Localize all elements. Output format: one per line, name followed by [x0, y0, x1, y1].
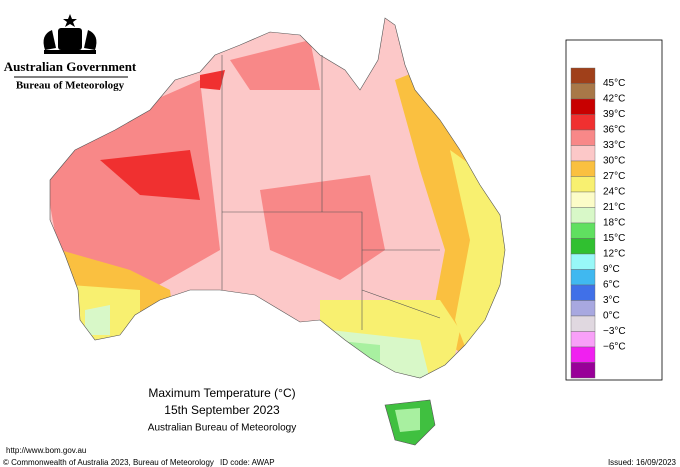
map-title: Maximum Temperature (°C) — [148, 386, 295, 400]
legend-swatch — [570, 67, 596, 84]
state-borders — [221, 55, 441, 330]
legend-swatch — [570, 160, 596, 177]
copyright: © Commonwealth of Australia 2023, Bureau… — [3, 458, 214, 467]
legend-swatch — [570, 253, 596, 270]
legend-swatch — [570, 331, 596, 348]
legend-frame — [565, 39, 663, 381]
legend-swatch — [570, 129, 596, 146]
legend-swatch — [570, 145, 596, 162]
id-code: ID code: AWAP — [220, 458, 275, 467]
legend-label: 6°C — [603, 280, 620, 291]
government-name: Australian Government — [4, 59, 137, 74]
legend-swatch — [570, 269, 596, 286]
legend-label: 15°C — [603, 233, 625, 244]
legend-swatch — [570, 114, 596, 131]
tasmania — [384, 399, 436, 446]
legend-swatch — [570, 315, 596, 332]
legend-swatch — [570, 222, 596, 239]
legend-swatch — [570, 98, 596, 115]
legend-label: 39°C — [603, 109, 625, 120]
legend-label: 33°C — [603, 140, 625, 151]
legend-label: 18°C — [603, 218, 625, 229]
map-date: 15th September 2023 — [164, 403, 280, 417]
legend-swatch — [570, 207, 596, 224]
legend-label: 36°C — [603, 125, 625, 136]
bureau-name: Bureau of Meteorology — [16, 80, 125, 92]
legend-label: 3°C — [603, 295, 620, 306]
legend-label: 24°C — [603, 187, 625, 198]
legend-swatch — [570, 176, 596, 193]
legend-swatch — [570, 83, 596, 100]
legend: 45°C 42°C 39°C 36°C 33°C 30°C 27°C 24°C 21°C 18°C… — [570, 67, 626, 379]
legend-swatch — [570, 191, 596, 208]
legend-label: 42°C — [603, 94, 625, 105]
legend-label: 30°C — [603, 156, 625, 167]
legend-label: 21°C — [603, 202, 625, 213]
legend-swatch — [570, 300, 596, 317]
legend-swatch — [570, 346, 596, 363]
legend-label: 45°C — [603, 78, 625, 89]
legend-label: −3°C — [603, 326, 626, 337]
legend-label: 9°C — [603, 264, 620, 275]
coat-of-arms — [43, 14, 97, 54]
issued-date: Issued: 16/09/2023 — [608, 458, 677, 467]
coastline — [49, 17, 506, 379]
legend-swatch — [570, 238, 596, 255]
legend-label: −6°C — [603, 342, 626, 353]
legend-label: 27°C — [603, 171, 625, 182]
legend-swatch — [570, 284, 596, 301]
legend-label: 0°C — [603, 311, 620, 322]
legend-label: 12°C — [603, 249, 625, 260]
url: http://www.bom.gov.au — [6, 446, 86, 455]
map-source: Australian Bureau of Meteorology — [148, 423, 296, 434]
legend-swatch — [570, 362, 596, 379]
